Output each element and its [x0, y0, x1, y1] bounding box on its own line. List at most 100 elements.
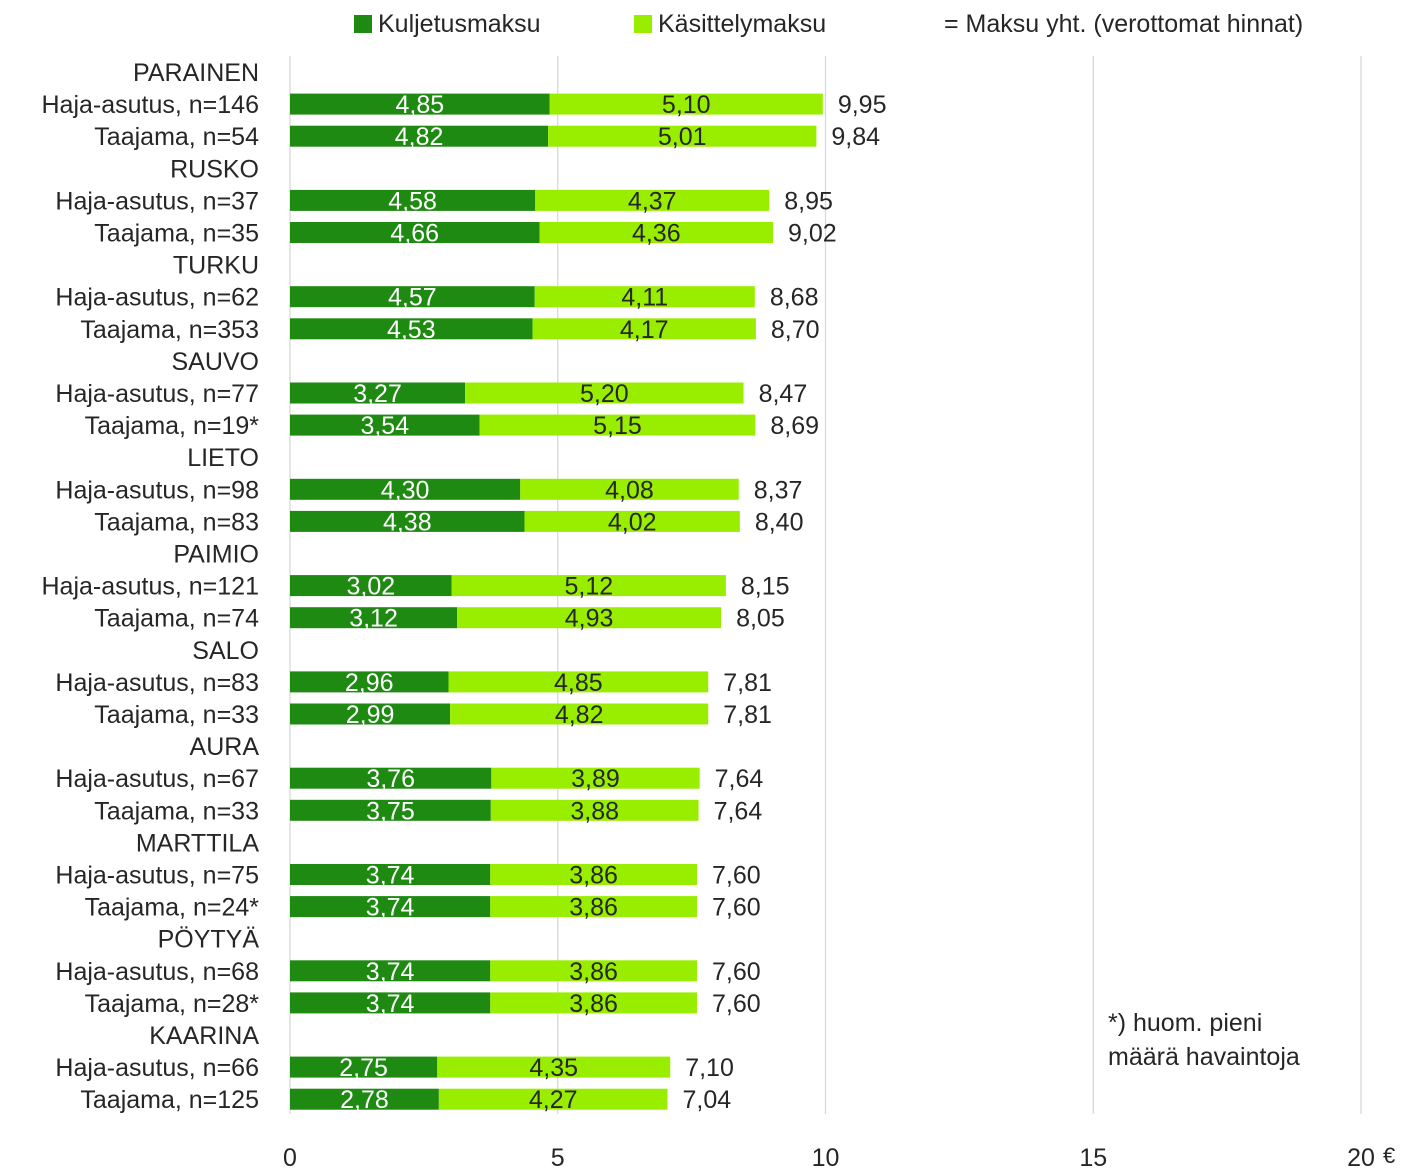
bar-kasittely: [437, 1056, 671, 1078]
group-label-3: SAUVO: [171, 348, 259, 376]
category-label: Haja-asutus, n=83: [55, 669, 259, 697]
bar-kasittely: [539, 222, 774, 243]
bar-kuljetus: [290, 510, 525, 532]
category-label: Taajama, n=125: [80, 1086, 259, 1114]
bar-kuljetus: [290, 318, 533, 340]
data-label-total: 9,84: [831, 123, 880, 151]
data-label-total: 7,81: [723, 701, 772, 729]
data-label-total: 7,64: [714, 797, 763, 825]
footnote: *) huom. pieni määrä havaintoja: [1108, 1006, 1300, 1074]
group-label-4: LIETO: [187, 444, 259, 472]
group-label-2: TURKU: [173, 252, 259, 280]
group-label-8: MARTTILA: [136, 829, 259, 857]
category-label: Taajama, n=24*: [85, 894, 260, 922]
category-label: Haja-asutus, n=62: [55, 284, 259, 312]
bar-kuljetus: [290, 1088, 439, 1110]
data-label-kasittely: 3,86: [569, 990, 618, 1018]
data-label-kasittely: 3,89: [571, 765, 620, 793]
data-label-kasittely: 5,10: [662, 91, 711, 119]
bar-kasittely: [548, 125, 817, 147]
category-label: Haja-asutus, n=98: [55, 476, 259, 504]
data-label-kasittely: 5,20: [580, 380, 629, 408]
data-label-total: 7,81: [723, 669, 772, 697]
bar-kuljetus: [290, 93, 550, 115]
footnote-line-2: määrä havaintoja: [1108, 1043, 1300, 1071]
data-label-total: 7,60: [712, 862, 761, 890]
bar-kasittely: [534, 286, 755, 308]
bar-kuljetus: [290, 607, 458, 629]
data-label-kuljetus: 4,30: [381, 476, 430, 504]
data-label-kuljetus: 3,74: [366, 990, 415, 1018]
data-label-kuljetus: 4,57: [388, 284, 437, 312]
x-tick-label: 5: [551, 1144, 565, 1169]
category-label: Taajama, n=19*: [85, 412, 260, 440]
data-label-kuljetus: 3,27: [353, 380, 402, 408]
legend-label-total: = Maksu yht. (verottomat hinnat): [944, 9, 1304, 38]
bar-kuljetus: [290, 992, 491, 1014]
legend-item-kasittely: Käsittelymaksu: [634, 8, 826, 40]
bar-kuljetus: [290, 767, 492, 789]
category-label: Haja-asutus, n=77: [55, 380, 259, 408]
data-label-kuljetus: 2,75: [339, 1054, 388, 1082]
group-label-9: PÖYTYÄ: [158, 926, 260, 954]
data-label-kuljetus: 3,75: [366, 797, 415, 825]
category-label: Haja-asutus, n=146: [41, 91, 259, 119]
x-tick-label: 10: [812, 1144, 840, 1169]
bar-kuljetus: [290, 286, 535, 308]
data-label-kuljetus: 3,74: [366, 862, 415, 890]
bar-kasittely: [450, 703, 709, 725]
data-label-kuljetus: 2,96: [345, 669, 394, 697]
bar-kuljetus: [290, 125, 549, 147]
data-label-kasittely: 5,01: [658, 123, 707, 151]
data-label-total: 7,10: [685, 1054, 734, 1082]
bar-kuljetus: [290, 1056, 438, 1078]
legend-swatch-kasittely: [634, 15, 652, 33]
data-label-total: 7,04: [683, 1086, 732, 1114]
data-label-total: 8,95: [784, 187, 833, 215]
bar-kasittely: [490, 960, 697, 982]
legend-swatch-kuljetus: [354, 15, 372, 33]
category-label: Haja-asutus, n=67: [55, 765, 259, 793]
data-label-kasittely: 5,15: [593, 412, 642, 440]
category-label: Haja-asutus, n=37: [55, 187, 259, 215]
data-label-kuljetus: 3,54: [360, 412, 409, 440]
x-tick-label: 0: [283, 1144, 297, 1169]
data-label-kasittely: 3,88: [570, 797, 619, 825]
bar-kasittely: [524, 510, 740, 532]
data-label-total: 8,69: [770, 412, 819, 440]
data-label-kuljetus: 2,78: [340, 1086, 389, 1114]
data-label-kuljetus: 4,66: [390, 220, 439, 248]
category-label: Taajama, n=74: [94, 605, 259, 633]
data-label-kasittely: 4,85: [554, 669, 603, 697]
data-label-total: 7,60: [712, 894, 761, 922]
bar-kasittely: [490, 799, 699, 821]
bar-kasittely: [520, 478, 739, 500]
data-label-kasittely: 4,93: [565, 605, 614, 633]
data-label-kuljetus: 4,82: [395, 123, 444, 151]
bar-kasittely: [549, 93, 823, 115]
data-label-total: 7,64: [715, 765, 764, 793]
group-label-6: SALO: [192, 637, 259, 665]
bar-kasittely: [448, 671, 709, 693]
bar-kuljetus: [290, 960, 491, 982]
category-label: Taajama, n=353: [80, 316, 259, 344]
bar-kasittely: [479, 414, 756, 436]
category-label: Taajama, n=83: [94, 508, 259, 536]
data-label-total: 7,60: [712, 990, 761, 1018]
bar-kuljetus: [290, 703, 451, 725]
bar-kuljetus: [290, 478, 521, 500]
data-label-kuljetus: 3,74: [366, 894, 415, 922]
bar-kasittely: [490, 992, 697, 1014]
group-label-10: KAARINA: [149, 1022, 259, 1050]
x-tick-label: 15: [1079, 1144, 1107, 1169]
data-label-total: 8,40: [755, 508, 804, 536]
bar-kasittely: [465, 382, 744, 404]
legend-label-kasittely: Käsittelymaksu: [658, 9, 827, 38]
bar-kuljetus: [290, 222, 540, 243]
bar-kuljetus: [290, 414, 480, 436]
data-label-kuljetus: 3,76: [366, 765, 415, 793]
data-label-total: 8,70: [771, 316, 820, 344]
bar-kasittely: [535, 189, 770, 211]
data-label-kuljetus: 4,38: [383, 508, 432, 536]
data-label-kuljetus: 4,53: [387, 316, 436, 344]
